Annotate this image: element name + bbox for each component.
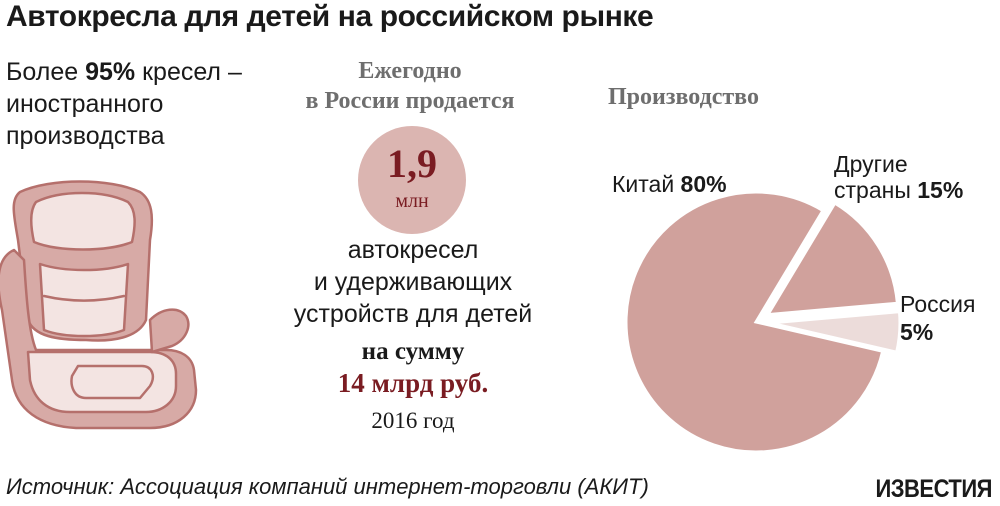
annual-sales-unit: млн [395, 190, 429, 212]
annual-sales-desc-line3: устройств для детей [293, 300, 533, 328]
foreign-share-text: Более 95% кресел – иностранного производ… [6, 56, 246, 152]
source-note: Источник: Ассоциация компаний интернет-т… [6, 474, 649, 499]
pie-label-other: Другие страны 15% [834, 151, 963, 203]
sum-value: 14 млрд руб. [337, 368, 489, 398]
annual-sales-value: 1,9 [387, 141, 437, 186]
annual-sales-heading: Ежегодно в России продается [270, 56, 550, 116]
annual-sales-desc-line2: и удерживающих [313, 268, 513, 296]
pie-label-russia: Россия 5% [900, 291, 975, 345]
annual-sales-heading-line1: Ежегодно [358, 58, 462, 84]
pie-label-china: Китай 80% [612, 171, 727, 197]
year-label: 2016 год [371, 408, 455, 433]
annual-sales-heading-line2: в России продается [305, 88, 515, 114]
pie-slice-russia [769, 310, 902, 355]
annual-sales-circle: 1,9 млн [358, 126, 466, 234]
izvestia-logo: ИЗВЕСТИЯ [875, 474, 992, 503]
foreign-share-pre: Более [6, 58, 86, 86]
production-pie-chart: Китай 80% Другие страны 15% Россия 5% [612, 151, 975, 454]
foreign-share-line3: производства [6, 122, 165, 150]
foreign-share-post: кресел – [135, 58, 242, 86]
car-seat-illustration [0, 180, 198, 430]
annual-sales-description: автокресел и удерживающих устройств для … [250, 234, 576, 330]
sum-label: на сумму [361, 338, 465, 365]
foreign-share-value: 95% [85, 58, 136, 86]
foreign-share-line2: иностранного [6, 90, 164, 118]
pie-slice-china [624, 190, 885, 454]
pie-slice-other [765, 201, 900, 317]
annual-sales-desc-line1: автокресел [347, 236, 479, 264]
chart-title: Производство [608, 84, 759, 110]
page-title: Автокресла для детей на российском рынке [6, 0, 654, 33]
